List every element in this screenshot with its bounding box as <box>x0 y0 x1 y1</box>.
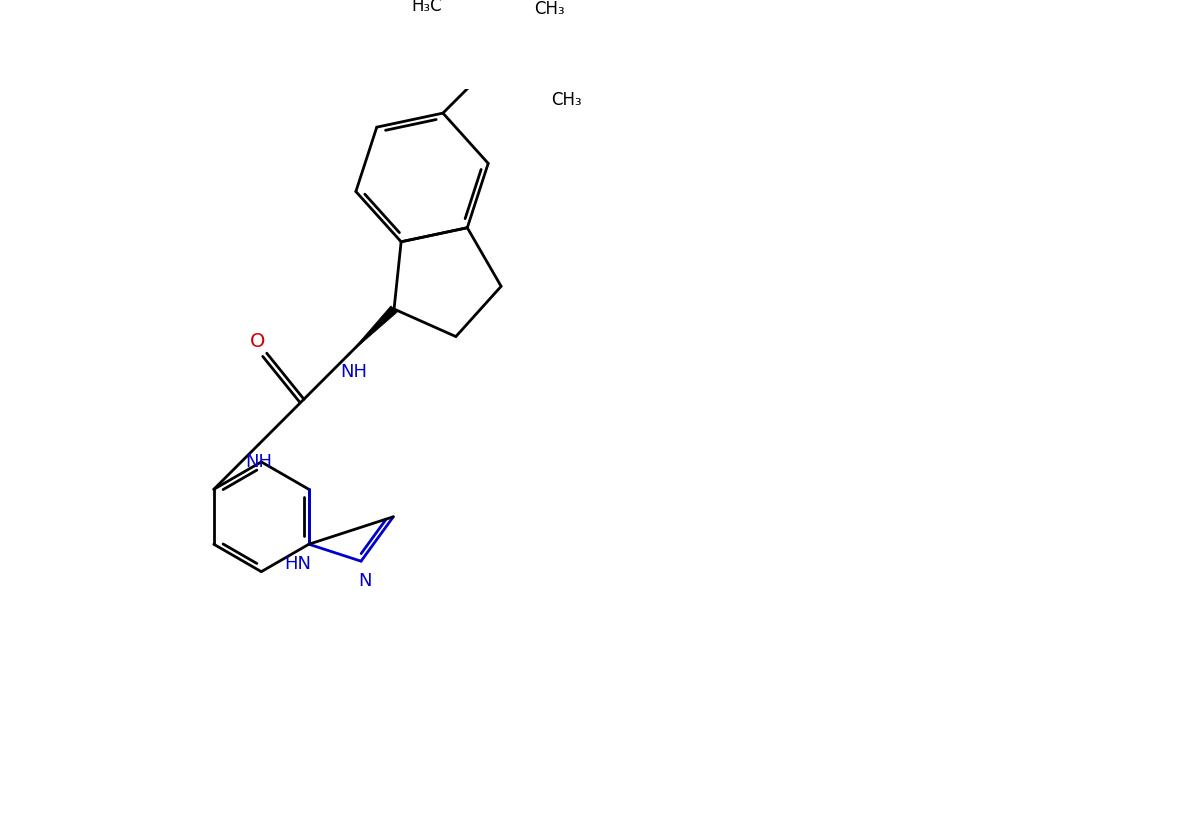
Text: CH₃: CH₃ <box>535 0 566 18</box>
Text: HN: HN <box>285 555 312 572</box>
Text: CH₃: CH₃ <box>551 91 582 109</box>
Polygon shape <box>349 306 397 354</box>
Text: NH: NH <box>245 453 273 471</box>
Text: O: O <box>250 332 266 351</box>
Text: N: N <box>358 572 373 590</box>
Text: NH: NH <box>339 363 367 380</box>
Text: H₃C: H₃C <box>411 0 442 15</box>
